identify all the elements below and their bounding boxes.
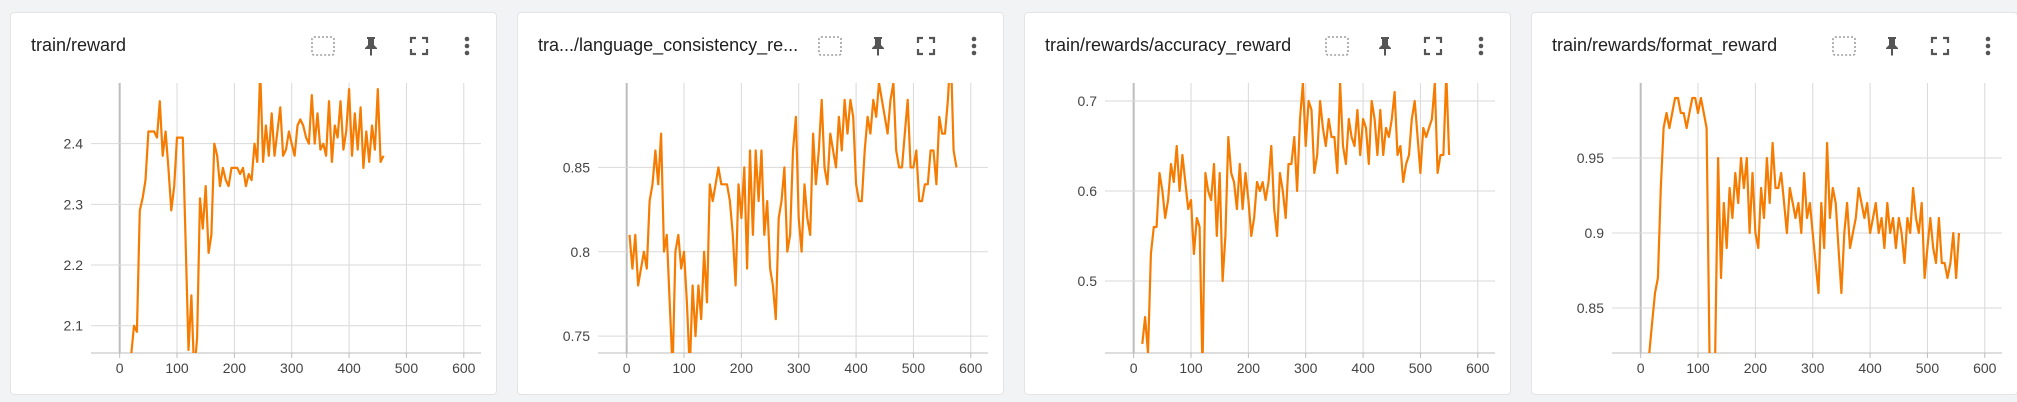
fullscreen-button[interactable] xyxy=(911,31,941,61)
x-tick-label: 0 xyxy=(116,360,124,373)
line-chart[interactable]: 0.85 0.9 0.95 0 100 200 300 400 500 600 xyxy=(1532,73,2017,373)
fullscreen-icon xyxy=(409,36,429,56)
y-tick-label: 0.9 xyxy=(1585,225,1605,241)
x-tick-label: 300 xyxy=(1294,360,1318,373)
fullscreen-button[interactable] xyxy=(404,31,434,61)
x-tick-label: 0 xyxy=(1130,360,1138,373)
x-tick-label: 100 xyxy=(1686,360,1710,373)
y-tick-label: 0.7 xyxy=(1078,93,1098,109)
chart-svg: 0.5 0.6 0.7 0 100 200 300 400 500 600 xyxy=(1078,83,1495,373)
x-tick-label: 200 xyxy=(1744,360,1768,373)
scalar-card: train/rewards/format_reward 0.85 0.9 0.95 0… xyxy=(1531,12,2017,395)
more-options-button[interactable] xyxy=(1973,31,2003,61)
x-tick-label: 300 xyxy=(1801,360,1825,373)
fullscreen-icon xyxy=(916,36,936,56)
y-tick-label: 0.6 xyxy=(1078,183,1098,199)
chart-svg: 0.85 0.9 0.95 0 100 200 300 400 500 600 xyxy=(1577,83,2002,373)
y-tick-label: 0.85 xyxy=(563,159,590,175)
pin-button[interactable] xyxy=(1370,31,1400,61)
dotted-square-icon xyxy=(818,36,842,56)
card-title: train/rewards/accuracy_reward xyxy=(1045,35,1292,55)
more-options-button[interactable] xyxy=(1466,31,1496,61)
x-tick-label: 100 xyxy=(672,360,696,373)
dotted-square-icon xyxy=(311,36,335,56)
y-tick-label: 2.3 xyxy=(64,196,84,212)
line-chart[interactable]: 0.75 0.8 0.85 0 100 200 300 400 500 600 xyxy=(518,73,1005,373)
y-tick-label: 0.8 xyxy=(571,244,591,260)
x-tick-label: 0 xyxy=(623,360,631,373)
chart-svg: 2.1 2.2 2.3 2.4 0 100 200 300 400 500 600 xyxy=(64,83,481,373)
pin-icon xyxy=(1379,37,1391,56)
x-tick-label: 400 xyxy=(1858,360,1882,373)
x-tick-label: 100 xyxy=(165,360,189,373)
x-tick-label: 500 xyxy=(1409,360,1433,373)
more-vert-icon xyxy=(971,36,977,56)
fit-domain-button[interactable] xyxy=(1322,31,1352,61)
x-tick-label: 500 xyxy=(902,360,926,373)
fullscreen-button[interactable] xyxy=(1925,31,1955,61)
series-line xyxy=(1648,96,1961,353)
chart-svg: 0.75 0.8 0.85 0 100 200 300 400 500 600 xyxy=(563,83,988,373)
y-tick-label: 2.1 xyxy=(64,318,84,334)
pin-button[interactable] xyxy=(356,31,386,61)
dotted-square-icon xyxy=(1325,36,1349,56)
pin-icon xyxy=(1886,37,1898,56)
x-tick-label: 300 xyxy=(280,360,304,373)
x-tick-label: 300 xyxy=(787,360,811,373)
card-actions xyxy=(797,31,989,61)
pin-icon xyxy=(365,37,377,56)
x-tick-label: 600 xyxy=(959,360,983,373)
card-actions xyxy=(1811,31,2003,61)
x-tick-label: 200 xyxy=(1237,360,1261,373)
card-title: train/reward xyxy=(31,35,127,55)
card-actions xyxy=(1304,31,1496,61)
fullscreen-button[interactable] xyxy=(1418,31,1448,61)
x-tick-label: 200 xyxy=(730,360,754,373)
series-line xyxy=(628,83,958,353)
scalar-card: train/rewards/accuracy_reward 0.5 0.6 0.7 0… xyxy=(1024,12,1511,395)
more-options-button[interactable] xyxy=(959,31,989,61)
card-title: tra.../language_consistency_re... xyxy=(538,35,799,55)
fullscreen-icon xyxy=(1423,36,1443,56)
more-vert-icon xyxy=(1478,36,1484,56)
line-chart[interactable]: 0.5 0.6 0.7 0 100 200 300 400 500 600 xyxy=(1025,73,1512,373)
pin-icon xyxy=(872,37,884,56)
fit-domain-button[interactable] xyxy=(1829,31,1859,61)
fullscreen-icon xyxy=(1930,36,1950,56)
y-tick-label: 0.75 xyxy=(563,328,590,344)
pin-button[interactable] xyxy=(863,31,893,61)
y-tick-label: 2.2 xyxy=(64,257,84,273)
y-tick-label: 0.85 xyxy=(1577,300,1604,316)
fit-domain-button[interactable] xyxy=(308,31,338,61)
card-title: train/rewards/format_reward xyxy=(1552,35,1778,55)
x-tick-label: 500 xyxy=(395,360,419,373)
x-tick-label: 400 xyxy=(844,360,868,373)
y-tick-label: 2.4 xyxy=(64,136,84,152)
scalar-card: train/reward 2.1 2.2 2.3 2.4 0 100 200 300 400 50… xyxy=(10,12,497,395)
more-vert-icon xyxy=(464,36,470,56)
dotted-square-icon xyxy=(1832,36,1856,56)
x-tick-label: 500 xyxy=(1916,360,1940,373)
more-options-button[interactable] xyxy=(452,31,482,61)
x-tick-label: 400 xyxy=(337,360,361,373)
x-tick-label: 600 xyxy=(1466,360,1490,373)
pin-button[interactable] xyxy=(1877,31,1907,61)
series-line xyxy=(1141,83,1451,353)
more-vert-icon xyxy=(1985,36,1991,56)
x-tick-label: 600 xyxy=(1973,360,1997,373)
x-tick-label: 100 xyxy=(1179,360,1203,373)
y-tick-label: 0.95 xyxy=(1577,150,1604,166)
fit-domain-button[interactable] xyxy=(815,31,845,61)
y-tick-label: 0.5 xyxy=(1078,273,1098,289)
card-actions xyxy=(290,31,482,61)
x-tick-label: 200 xyxy=(223,360,247,373)
x-tick-label: 600 xyxy=(452,360,476,373)
x-tick-label: 400 xyxy=(1351,360,1375,373)
series-line xyxy=(130,83,385,353)
line-chart[interactable]: 2.1 2.2 2.3 2.4 0 100 200 300 400 500 600 xyxy=(11,73,498,373)
x-tick-label: 0 xyxy=(1637,360,1645,373)
scalar-card: tra.../language_consistency_re... 0.75 0.… xyxy=(517,12,1004,395)
